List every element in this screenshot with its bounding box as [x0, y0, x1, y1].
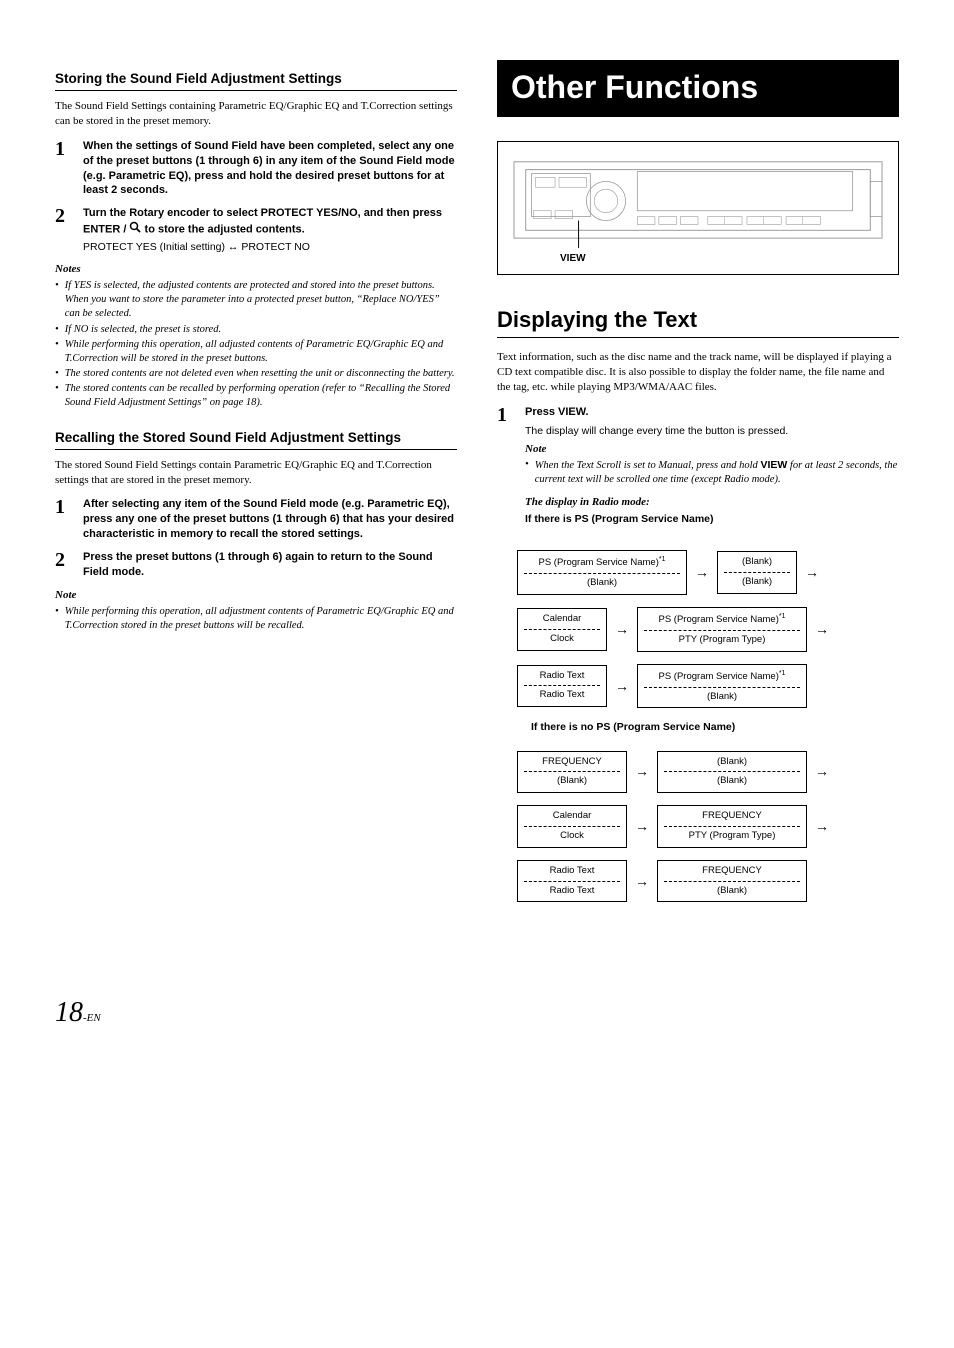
- step-after: The display will change every time the b…: [525, 424, 899, 438]
- device-diagram: [512, 152, 884, 250]
- heading-storing: Storing the Sound Field Adjustment Setti…: [55, 70, 457, 91]
- step-text: After selecting any item of the Sound Fi…: [83, 497, 457, 542]
- device-diagram-box: VIEW: [497, 141, 899, 274]
- displaying-intro: Text information, such as the disc name …: [497, 350, 899, 395]
- arrow-icon: →: [807, 817, 837, 836]
- step-text: Press VIEW.: [525, 405, 899, 420]
- note-item: While performing this operation, all adj…: [65, 605, 457, 633]
- note-item: While performing this operation, all adj…: [65, 338, 457, 366]
- left-column: Storing the Sound Field Adjustment Setti…: [55, 60, 457, 914]
- step-text: Turn the Rotary encoder to select PROTEC…: [83, 206, 457, 238]
- flow-box: PS (Program Service Name)*1 (Blank): [637, 664, 807, 709]
- note-list: While performing this operation, all adj…: [55, 605, 457, 633]
- flowchart-nops: FREQUENCY (Blank) → (Blank) (Blank) → Ca…: [517, 751, 899, 903]
- note-item: The stored contents can be recalled by p…: [65, 382, 457, 410]
- displaying-step1: 1 Press VIEW. The display will change ev…: [497, 405, 899, 542]
- recalling-step2: 2 Press the preset buttons (1 through 6)…: [55, 550, 457, 580]
- view-callout-label: VIEW: [560, 252, 884, 266]
- note-item: If YES is selected, the adjusted content…: [65, 279, 457, 322]
- storing-intro: The Sound Field Settings containing Para…: [55, 99, 457, 129]
- flow-box: PS (Program Service Name)*1 PTY (Program…: [637, 607, 807, 652]
- flow-box: FREQUENCY (Blank): [657, 860, 807, 903]
- page-number: 18-EN: [55, 994, 899, 1032]
- display-sub-nops: If there is no PS (Program Service Name): [531, 720, 899, 734]
- step-extra: PROTECT YES (Initial setting) ↔ PROTECT …: [83, 240, 457, 254]
- notes-header: Notes: [55, 262, 457, 277]
- flow-box: Radio Text Radio Text: [517, 860, 627, 903]
- step-number: 1: [55, 497, 69, 542]
- display-mode-header: The display in Radio mode:: [525, 495, 899, 510]
- recalling-intro: The stored Sound Field Settings contain …: [55, 458, 457, 488]
- notes-list: If YES is selected, the adjusted content…: [55, 279, 457, 411]
- flow-box: PS (Program Service Name)*1 (Blank): [517, 550, 687, 595]
- note-item: If NO is selected, the preset is stored.: [65, 323, 221, 337]
- step-number: 2: [55, 206, 69, 254]
- arrow-icon: →: [687, 563, 717, 582]
- flow-box: Radio Text Radio Text: [517, 665, 607, 708]
- recalling-step1: 1 After selecting any item of the Sound …: [55, 497, 457, 542]
- arrow-icon: →: [807, 620, 837, 639]
- note-header: Note: [55, 588, 457, 603]
- storing-step1: 1 When the settings of Sound Field have …: [55, 139, 457, 198]
- flowchart-ps: PS (Program Service Name)*1 (Blank) → (B…: [517, 550, 899, 708]
- storing-step2: 2 Turn the Rotary encoder to select PROT…: [55, 206, 457, 254]
- flow-box: Calendar Clock: [517, 805, 627, 848]
- arrow-icon: →: [627, 872, 657, 891]
- note-item: When the Text Scroll is set to Manual, p…: [525, 458, 899, 487]
- right-column: Other Functions: [497, 60, 899, 914]
- flow-box: (Blank) (Blank): [717, 551, 797, 594]
- step-number: 1: [55, 139, 69, 198]
- note-item: The stored contents are not deleted even…: [65, 367, 455, 381]
- section-banner: Other Functions: [497, 60, 899, 117]
- heading-recalling: Recalling the Stored Sound Field Adjustm…: [55, 429, 457, 450]
- step-number: 1: [497, 405, 511, 542]
- page-columns: Storing the Sound Field Adjustment Setti…: [55, 60, 899, 914]
- arrow-icon: →: [807, 762, 837, 781]
- note-header: Note: [525, 442, 899, 457]
- display-sub-ps: If there is PS (Program Service Name): [525, 512, 899, 526]
- step-text: When the settings of Sound Field have be…: [83, 139, 457, 198]
- arrow-icon: →: [797, 563, 827, 582]
- step-text: Press the preset buttons (1 through 6) a…: [83, 550, 457, 580]
- step-number: 2: [55, 550, 69, 580]
- flow-box: Calendar Clock: [517, 608, 607, 651]
- arrow-icon: →: [627, 762, 657, 781]
- arrow-icon: →: [627, 817, 657, 836]
- flow-box: FREQUENCY (Blank): [517, 751, 627, 794]
- heading-displaying: Displaying the Text: [497, 305, 899, 339]
- magnifier-icon: [129, 221, 141, 238]
- flow-box: FREQUENCY PTY (Program Type): [657, 805, 807, 848]
- flow-box: (Blank) (Blank): [657, 751, 807, 794]
- arrow-icon: →: [607, 620, 637, 639]
- arrow-icon: →: [607, 677, 637, 696]
